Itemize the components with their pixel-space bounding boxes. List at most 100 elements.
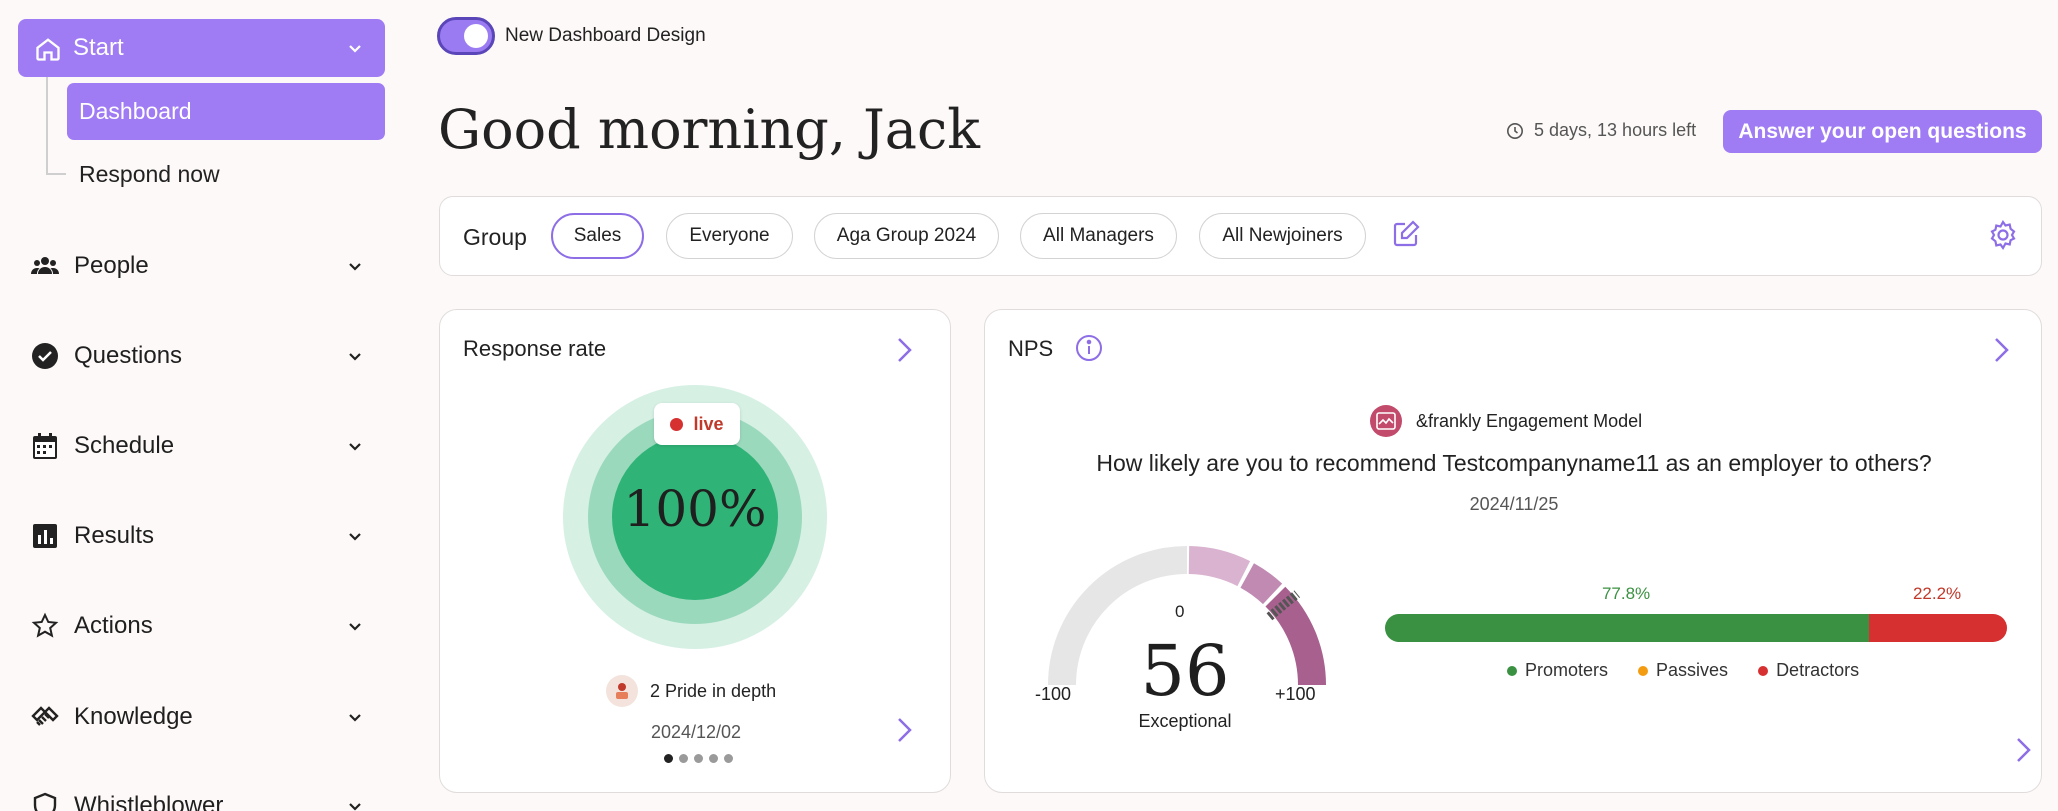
survey-name: 2 Pride in depth [650,680,777,701]
pager-dot[interactable] [724,754,733,763]
promoters-segment [1385,614,1869,642]
time-left-text: 5 days, 13 hours left [1534,120,1697,140]
survey-avatar [606,675,638,707]
gauge-band-2 [1240,563,1283,605]
nps-gauge [1048,546,1326,686]
group-chip-aga-group-2024[interactable]: Aga Group 2024 [814,213,999,259]
nps-score: 56 [1140,630,1230,712]
check-circle-icon [32,343,58,369]
gauge-band-3 [1265,586,1326,686]
sidebar-item-results[interactable]: Results [18,511,385,561]
chevron-down-icon[interactable] [345,707,365,727]
gear-icon[interactable] [1987,219,2019,251]
legend-swatch [1638,665,1649,676]
chevron-right-icon[interactable] [892,714,916,746]
time-left: 5 days, 13 hours left [1506,120,1696,141]
group-chip-all-newjoiners[interactable]: All Newjoiners [1199,213,1366,259]
calendar-icon [33,433,57,459]
legend-detractors: Detractors [1758,660,1859,681]
pager-dot[interactable] [709,754,718,763]
chevron-right-icon[interactable] [1989,334,2013,366]
pager-dot[interactable] [694,754,703,763]
edit-icon[interactable] [1391,219,1421,249]
chevron-down-icon[interactable] [345,436,365,456]
sidebar-item-schedule[interactable]: Schedule [18,421,385,471]
sidebar-item-label: Schedule [74,432,175,459]
carousel-pager [664,754,733,763]
chevron-down-icon[interactable] [345,256,365,276]
star-icon [31,612,59,638]
ring-inner [612,434,778,600]
chart-line-icon [1376,412,1396,430]
nps-category: Exceptional [1138,711,1232,731]
gauge-min-label: -100 [1035,684,1072,704]
shield-icon [33,792,57,811]
chevron-down-icon[interactable] [345,526,365,546]
sidebar-item-label: People [74,252,149,279]
response-rate-value: 100% [623,480,767,538]
legend-promoters: Promoters [1507,660,1608,681]
card-title: NPS [1008,336,1054,361]
page-title: Good morning, Jack [438,98,980,161]
bar-chart-icon [33,524,57,548]
gauge-max-label: +100 [1275,684,1316,704]
sidebar-item-people[interactable]: People [18,241,385,291]
tree-line [46,173,66,175]
sidebar-item-label: Actions [74,612,153,639]
survey-date: 2024/12/02 [650,722,742,742]
sidebar-item-label: Knowledge [74,703,193,730]
gauge-zero-label: 0 [1175,602,1185,621]
chevron-down-icon[interactable] [345,796,365,811]
group-label: Group [463,224,527,250]
chevron-right-icon[interactable] [2011,734,2035,766]
survey-info: 2 Pride in depth [606,675,776,707]
chevron-down-icon[interactable] [345,616,365,636]
nps-question: How likely are you to recommend Testcomp… [1096,450,1932,476]
live-label: live [693,413,724,434]
model-info: &frankly Engagement Model [1370,405,1642,437]
sidebar-item-whistleblower[interactable]: Whistleblower [18,781,385,811]
gauge-band-1 [1188,546,1251,587]
group-chip-sales[interactable]: Sales [551,213,644,259]
people-icon [31,257,59,274]
card-title: Response rate [463,336,607,361]
sidebar-subitem-dashboard[interactable]: Dashboard [67,83,385,140]
sidebar-item-label: Start [73,34,124,61]
sidebar-item-actions[interactable]: Actions [18,601,385,651]
nps-date: 2024/11/25 [1469,494,1559,514]
sidebar-item-questions[interactable]: Questions [18,331,385,381]
group-chip-all-managers[interactable]: All Managers [1020,213,1177,259]
nps-legend: Promoters Passives Detractors [1507,660,1859,681]
pager-dot[interactable] [679,754,688,763]
handshake-icon [31,706,59,726]
detractors-segment [1868,614,2007,642]
chevron-down-icon[interactable] [345,346,365,366]
sidebar-item-label: Questions [74,342,183,369]
toggle-label: New Dashboard Design [505,25,706,46]
legend-label: Passives [1656,660,1729,680]
group-filter-bar: Group Sales Everyone Aga Group 2024 All … [439,196,2042,276]
nps-distribution-bar [1385,614,2007,642]
home-icon [36,38,60,61]
legend-label: Promoters [1525,660,1609,680]
answer-open-questions-button[interactable]: Answer your open questions [1723,110,2042,153]
sidebar-subitem-respond-now[interactable]: Respond now [79,160,220,187]
sidebar-item-start[interactable]: Start [18,19,385,77]
legend-swatch [1507,665,1517,676]
detractors-percent: 22.2% [1912,584,1962,603]
pager-dot[interactable] [664,754,673,763]
legend-swatch [1758,665,1769,676]
chevron-up-icon[interactable] [345,38,365,58]
model-avatar [1370,405,1402,437]
info-icon[interactable] [1075,334,1103,362]
chevron-right-icon[interactable] [892,334,916,366]
new-dashboard-toggle[interactable] [437,17,495,55]
sidebar-item-knowledge[interactable]: Knowledge [18,692,385,742]
group-chip-everyone[interactable]: Everyone [666,213,793,259]
response-rate-card: Response rate live 100% 2 Pride in depth… [439,309,951,793]
sidebar: Start Dashboard Respond now People Quest… [0,0,400,811]
sidebar-item-label: Whistleblower [74,792,224,811]
gauge-track-negative [1048,546,1188,686]
sidebar-item-label: Results [74,522,155,549]
